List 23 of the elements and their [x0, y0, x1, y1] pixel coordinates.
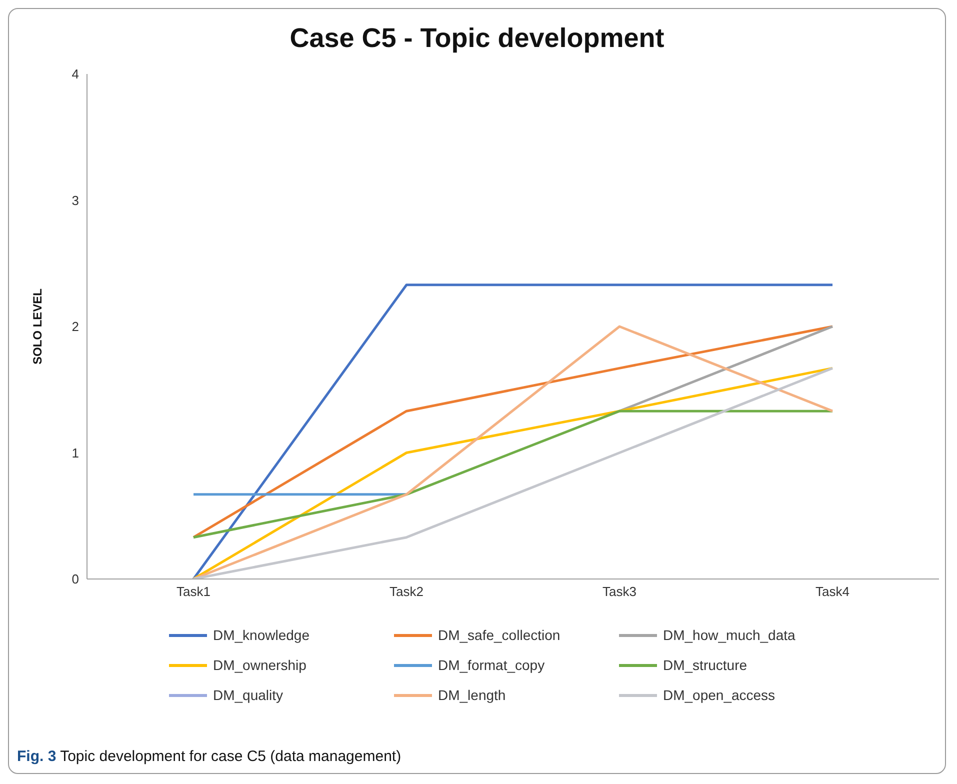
- y-tick-label: 4: [72, 66, 79, 82]
- x-tick-label: Task2: [390, 584, 424, 600]
- legend-label: DM_length: [438, 687, 506, 703]
- legend-label: DM_knowledge: [213, 627, 310, 643]
- y-tick-label: 2: [72, 319, 79, 334]
- x-tick-label: Task3: [602, 584, 636, 600]
- x-tick-label: Task1: [176, 584, 210, 600]
- legend-label: DM_quality: [213, 687, 284, 703]
- line-series: [192, 325, 834, 539]
- y-tick-label: 1: [72, 445, 79, 460]
- caption: Fig. 3 Topic development for case C5 (data management): [17, 748, 402, 765]
- legend-label: DM_ownership: [213, 657, 306, 673]
- line-series: [192, 366, 834, 579]
- legend-label: DM_how_much_data: [663, 627, 796, 643]
- legend-label: DM_structure: [663, 657, 748, 673]
- legend-label: DM_safe_collection: [438, 627, 560, 643]
- x-tick-label: Task4: [816, 584, 850, 600]
- y-axis-title: SOLO LEVEL: [30, 288, 44, 365]
- chart-title: Case C5 - Topic development: [288, 23, 666, 54]
- legend-label: DM_format_copy: [438, 657, 545, 673]
- y-tick-label: 0: [72, 572, 79, 587]
- y-tick-label: 3: [72, 192, 79, 208]
- legend-label: DM_open_access: [663, 687, 776, 703]
